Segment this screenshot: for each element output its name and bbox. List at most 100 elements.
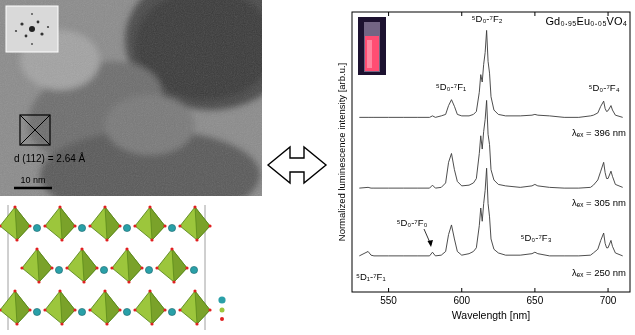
transition-label: ⁵D₀-⁷F₀: [396, 217, 427, 228]
selected-area-cross: [20, 115, 50, 145]
tem-background: [0, 0, 262, 196]
oxygen-atom: [103, 289, 106, 292]
oxygen-atom: [163, 224, 166, 227]
vo4-tetrahedron: [90, 291, 120, 324]
crystal-structure: [0, 205, 212, 330]
x-tick-label: 700: [600, 295, 617, 306]
oxygen-atom: [170, 247, 173, 250]
oxygen-atom: [140, 266, 143, 269]
oxygen-atom: [150, 238, 153, 241]
transition-label: ⁵D₀-⁷F₃: [520, 232, 551, 243]
legend-v: [220, 308, 225, 313]
vo4-tetrahedron: [135, 291, 165, 324]
x-tick-label: 550: [380, 295, 397, 306]
tetrahedron-face: [105, 291, 120, 324]
gd-atom: [55, 266, 62, 273]
oxygen-atom: [118, 224, 121, 227]
tetrahedron-face: [15, 207, 30, 240]
tetrahedron-face: [37, 249, 52, 282]
annotation-pointer-head: [428, 240, 434, 247]
tetrahedron-face: [15, 291, 30, 324]
oxygen-atom: [35, 247, 38, 250]
oxygen-atom: [88, 224, 91, 227]
vo4-tetrahedron: [112, 249, 142, 282]
y-axis-label: Normalized luminescence intensity [arb.u…: [336, 63, 347, 241]
series-label: λₑₓ = 396 nm: [572, 127, 626, 138]
spectrum-line: [359, 100, 622, 188]
double-arrow: [268, 147, 326, 183]
gd-atom: [168, 224, 175, 231]
gd-atom: [168, 308, 175, 315]
cuvette-photo: [358, 17, 386, 75]
vo4-tetrahedron: [180, 291, 210, 324]
oxygen-atom: [43, 224, 46, 227]
oxygen-atom: [65, 266, 68, 269]
scale-bar-label: 10 nm: [20, 175, 45, 185]
oxygen-atom: [133, 224, 136, 227]
oxygen-atom: [43, 308, 46, 311]
chart-title: Gd₀.₉₅Eu₀.₀₅VO₄: [545, 15, 627, 27]
fft-spot: [37, 21, 40, 24]
oxygen-atom: [73, 308, 76, 311]
oxygen-atom: [60, 238, 63, 241]
legend-o: [220, 317, 224, 321]
oxygen-atom: [150, 322, 153, 325]
transition-label: ⁵D₀-⁷F₂: [472, 13, 503, 24]
oxygen-atom: [37, 280, 40, 283]
vo4-tetrahedron: [45, 291, 75, 324]
selected-area-cross: [20, 115, 50, 145]
legend-gd: [218, 296, 225, 303]
oxygen-atom: [193, 289, 196, 292]
transition-label: ⁵D₁-⁷F₁: [356, 271, 386, 282]
gd-atom: [145, 266, 152, 273]
oxygen-atom: [0, 224, 2, 227]
fft-spot: [20, 22, 23, 25]
oxygen-atom: [185, 266, 188, 269]
oxygen-atom: [20, 266, 23, 269]
oxygen-atom: [178, 308, 181, 311]
oxygen-atom: [28, 224, 31, 227]
oxygen-atom: [208, 308, 211, 311]
oxygen-atom: [15, 238, 18, 241]
fft-spot: [47, 26, 49, 28]
plane-label: d (112) = 2.64 Å: [14, 152, 86, 164]
tem-grain: [0, 0, 262, 196]
oxygen-atom: [155, 266, 158, 269]
cuvette-luminescence: [365, 36, 379, 71]
tetrahedron-face: [195, 291, 210, 324]
oxygen-atom: [82, 280, 85, 283]
oxygen-atom: [118, 308, 121, 311]
oxygen-atom: [105, 322, 108, 325]
oxygen-atom: [110, 266, 113, 269]
oxygen-atom: [195, 322, 198, 325]
x-tick-top: [388, 12, 389, 16]
oxygen-atom: [15, 322, 18, 325]
gd-atom: [78, 224, 85, 231]
tetrahedron-face: [60, 291, 75, 324]
oxygen-atom: [28, 308, 31, 311]
gd-atom: [100, 266, 107, 273]
oxygen-atom: [58, 205, 61, 208]
oxygen-atom: [105, 238, 108, 241]
vo4-tetrahedron: [0, 207, 30, 240]
x-tick-label: 650: [527, 295, 544, 306]
oxygen-atom: [13, 205, 16, 208]
fft-spot: [15, 30, 17, 32]
oxygen-atom: [163, 308, 166, 311]
vo4-tetrahedron: [180, 207, 210, 240]
gd-atom: [123, 308, 130, 315]
oxygen-atom: [80, 247, 83, 250]
oxygen-atom: [58, 289, 61, 292]
series-label: λₑₓ = 305 nm: [572, 197, 626, 208]
oxygen-atom: [88, 308, 91, 311]
tetrahedron-face: [127, 249, 142, 282]
cuvette-highlight: [367, 40, 372, 68]
oxygen-atom: [178, 224, 181, 227]
fft-spot: [29, 26, 35, 32]
transition-label: ⁵D₀-⁷F₁: [436, 81, 466, 92]
vo4-tetrahedron: [22, 249, 52, 282]
figure: d (112) = 2.64 Å10 nm550600650700Wavelen…: [0, 0, 635, 335]
plot-area: [359, 30, 622, 255]
oxygen-atom: [73, 224, 76, 227]
fft-spot: [31, 43, 33, 45]
